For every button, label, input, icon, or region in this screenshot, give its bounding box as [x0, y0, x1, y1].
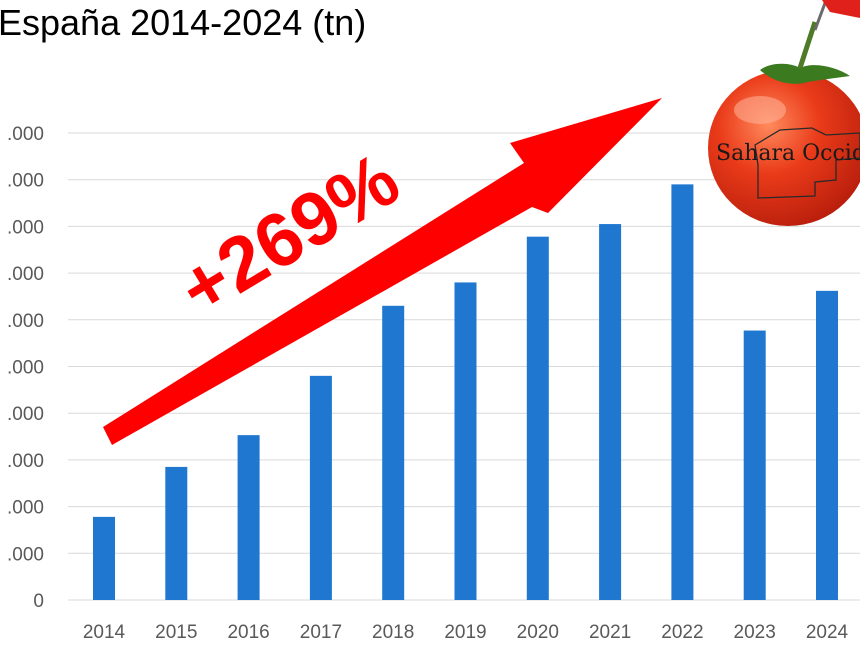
bar-2015 [165, 466, 188, 600]
y-tick-label: .000 [7, 451, 44, 472]
growth-annotation: +269% [165, 137, 413, 333]
x-tick-label: 2014 [83, 622, 126, 643]
x-tick-label: 2017 [300, 622, 342, 643]
x-tick-label: 2021 [589, 622, 631, 643]
y-tick-label: .000 [7, 404, 44, 425]
y-tick-label: .000 [7, 264, 44, 285]
trend-arrow-shape [103, 98, 662, 445]
bar-2021 [599, 224, 622, 600]
x-tick-label: 2015 [155, 622, 197, 643]
tomato-label: Sahara Occiden [716, 141, 860, 166]
x-tick-label: 2018 [372, 622, 414, 643]
y-tick-label: .000 [7, 171, 44, 192]
x-tick-label: 2019 [444, 622, 486, 643]
x-tick-label: 2024 [806, 622, 849, 643]
bar-2023 [743, 330, 766, 600]
y-tick-label: .000 [7, 358, 44, 379]
y-tick-label: .000 [7, 217, 44, 238]
bar-2024 [816, 290, 838, 600]
x-axis-ticks: 2014 2015 2016 2017 2018 2019 2020 2021 2022 2023… [83, 622, 849, 643]
bar-2020 [526, 236, 549, 600]
y-axis-ticks: 0 .000 .000 .000 .000 .000 .000 .000 .000 .000 .00… [7, 124, 44, 612]
bar-2017 [309, 375, 332, 600]
y-tick-label: .000 [7, 124, 44, 145]
bar-2019 [454, 282, 477, 600]
x-tick-label: 2022 [661, 622, 703, 643]
y-tick-label: .000 [7, 311, 44, 332]
bar-2022 [671, 184, 694, 600]
tomato-icon: Sahara Occiden [708, 0, 860, 226]
bars [93, 184, 838, 600]
bar-2016 [237, 435, 260, 600]
x-tick-label: 2016 [227, 622, 269, 643]
x-tick-label: 2023 [734, 622, 776, 643]
chart-title: España 2014-2024 (tn) [0, 2, 367, 43]
y-tick-label: .000 [7, 498, 44, 519]
trend-arrow [103, 98, 662, 445]
y-tick-label: .000 [7, 544, 44, 565]
flag-icon [822, 0, 860, 18]
bar-2018 [382, 305, 405, 600]
y-tick-label: 0 [33, 591, 44, 612]
x-tick-label: 2020 [517, 622, 559, 643]
bar-2014 [93, 516, 115, 600]
